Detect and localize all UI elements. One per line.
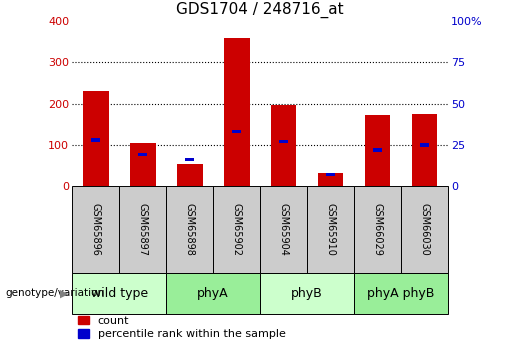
Text: wild type: wild type: [91, 287, 148, 300]
Text: phyA phyB: phyA phyB: [367, 287, 435, 300]
Title: GDS1704 / 248716_at: GDS1704 / 248716_at: [176, 2, 344, 18]
Text: GSM65910: GSM65910: [325, 203, 336, 256]
Bar: [130, 143, 156, 186]
Bar: [166, 273, 260, 314]
Text: GSM66030: GSM66030: [420, 203, 430, 256]
Bar: [260, 273, 354, 314]
Bar: [401, 186, 448, 273]
Bar: [420, 143, 429, 147]
Bar: [83, 91, 109, 186]
Bar: [166, 186, 213, 273]
Bar: [224, 38, 249, 186]
Bar: [318, 173, 344, 186]
Text: GSM65904: GSM65904: [279, 203, 288, 256]
Bar: [91, 138, 100, 141]
Text: ▶: ▶: [60, 288, 68, 298]
Legend: count, percentile rank within the sample: count, percentile rank within the sample: [78, 316, 285, 339]
Bar: [307, 186, 354, 273]
Bar: [72, 273, 166, 314]
Text: GSM66029: GSM66029: [372, 203, 383, 256]
Bar: [327, 173, 335, 176]
Bar: [72, 186, 119, 273]
Text: genotype/variation: genotype/variation: [5, 288, 104, 298]
Bar: [119, 186, 166, 273]
Bar: [354, 273, 448, 314]
Bar: [373, 148, 382, 151]
Bar: [365, 115, 390, 186]
Bar: [354, 186, 401, 273]
Bar: [185, 158, 194, 161]
Text: GSM65896: GSM65896: [91, 203, 100, 256]
Bar: [213, 186, 260, 273]
Bar: [139, 153, 147, 157]
Bar: [260, 186, 307, 273]
Text: GSM65902: GSM65902: [232, 203, 242, 256]
Bar: [232, 130, 241, 133]
Bar: [279, 140, 288, 143]
Bar: [411, 114, 437, 186]
Text: phyA: phyA: [197, 287, 229, 300]
Bar: [271, 105, 297, 186]
Text: GSM65898: GSM65898: [184, 203, 195, 256]
Text: GSM65897: GSM65897: [138, 203, 148, 256]
Bar: [177, 164, 202, 186]
Text: phyB: phyB: [291, 287, 323, 300]
